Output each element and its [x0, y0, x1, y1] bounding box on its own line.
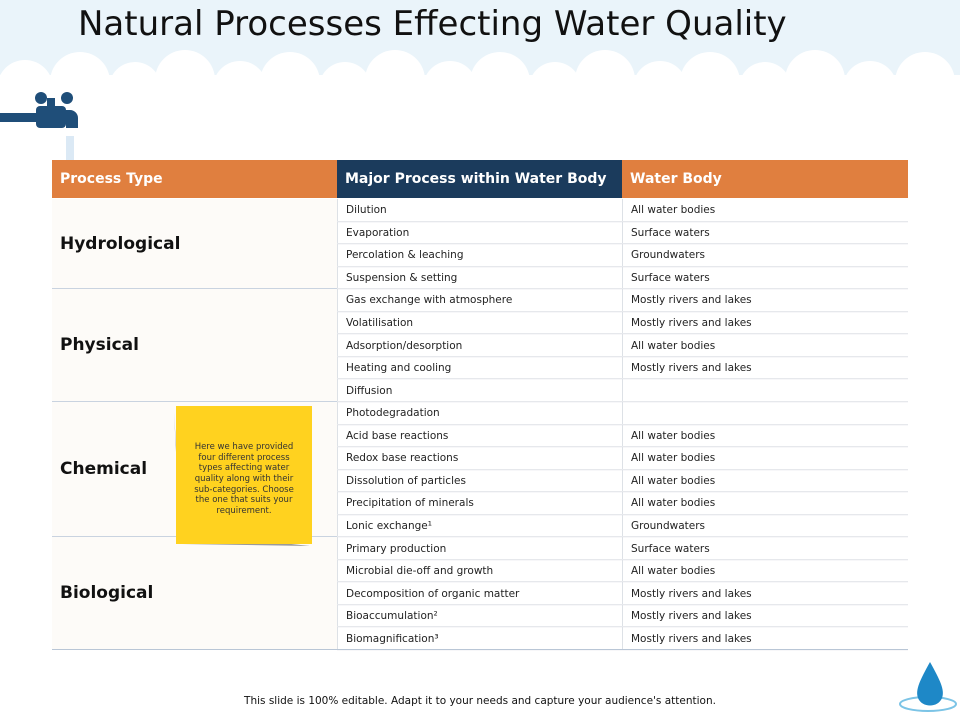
- drop-icon: [899, 662, 957, 712]
- process-cell: Bioaccumulation²: [337, 604, 622, 628]
- water-cell: All water bodies: [622, 447, 908, 470]
- process-cell: Redox base reactions: [337, 447, 622, 470]
- process-cell: Primary production: [337, 537, 622, 560]
- process-cell: Precipitation of minerals: [337, 492, 622, 515]
- water-cell: All water bodies: [622, 492, 908, 515]
- water-cell: Surface waters: [622, 537, 908, 560]
- water-cell: All water bodies: [622, 424, 908, 448]
- process-cell: Microbial die-off and growth: [337, 559, 622, 583]
- water-cell: Mostly rivers and lakes: [622, 627, 908, 650]
- water-cell: Mostly rivers and lakes: [622, 582, 908, 605]
- sticky-note: Here we have provided four different pro…: [176, 406, 312, 544]
- process-cell: Diffusion: [337, 379, 622, 402]
- water-cell: Mostly rivers and lakes: [622, 604, 908, 628]
- process-cell: Acid base reactions: [337, 424, 622, 448]
- process-cell: Lonic exchange¹: [337, 514, 622, 538]
- water-cell: All water bodies: [622, 199, 908, 222]
- footer: This slide is 100% editable. Adapt it to…: [244, 695, 716, 707]
- process-cell: Dilution: [337, 199, 622, 222]
- group-cell: Physical: [52, 289, 337, 402]
- process-cell: Decomposition of organic matter: [337, 582, 622, 605]
- header-cell: Process Type: [52, 160, 337, 198]
- water-cell: Groundwaters: [622, 514, 908, 538]
- group-cell: Hydrological: [52, 199, 337, 290]
- group-cell: Biological: [52, 537, 337, 650]
- row-separator: [337, 649, 908, 651]
- process-cell: Adsorption/desorption: [337, 334, 622, 357]
- water-cell: Surface waters: [622, 221, 908, 245]
- water-cell: All water bodies: [622, 469, 908, 493]
- process-cell: Dissolution of particles: [337, 469, 622, 493]
- water-cell: Mostly rivers and lakes: [622, 356, 908, 380]
- water-cell: Mostly rivers and lakes: [622, 289, 908, 312]
- process-cell: Biomagnification³: [337, 627, 622, 650]
- process-cell: Heating and cooling: [337, 356, 622, 380]
- water-cell: All water bodies: [622, 559, 908, 583]
- process-cell: Suspension & setting: [337, 266, 622, 290]
- table-bottom: [52, 649, 908, 650]
- title: Natural Processes Effecting Water Qualit…: [78, 4, 787, 44]
- process-cell: Percolation & leaching: [337, 244, 622, 267]
- process-cell: Volatilisation: [337, 311, 622, 335]
- water-cell: All water bodies: [622, 334, 908, 357]
- process-cell: Evaporation: [337, 221, 622, 245]
- empty-cell: [622, 379, 908, 402]
- water-cell: Mostly rivers and lakes: [622, 311, 908, 335]
- water-cell: Surface waters: [622, 266, 908, 290]
- water-cell: Groundwaters: [622, 244, 908, 267]
- header-cell: Water Body: [622, 160, 908, 198]
- process-cell: Photodegradation: [337, 401, 622, 425]
- faucet-icon: [0, 92, 78, 128]
- process-cell: Gas exchange with atmosphere: [337, 289, 622, 312]
- header-cell: Major Process within Water Body: [337, 160, 622, 198]
- empty-cell: [622, 401, 908, 425]
